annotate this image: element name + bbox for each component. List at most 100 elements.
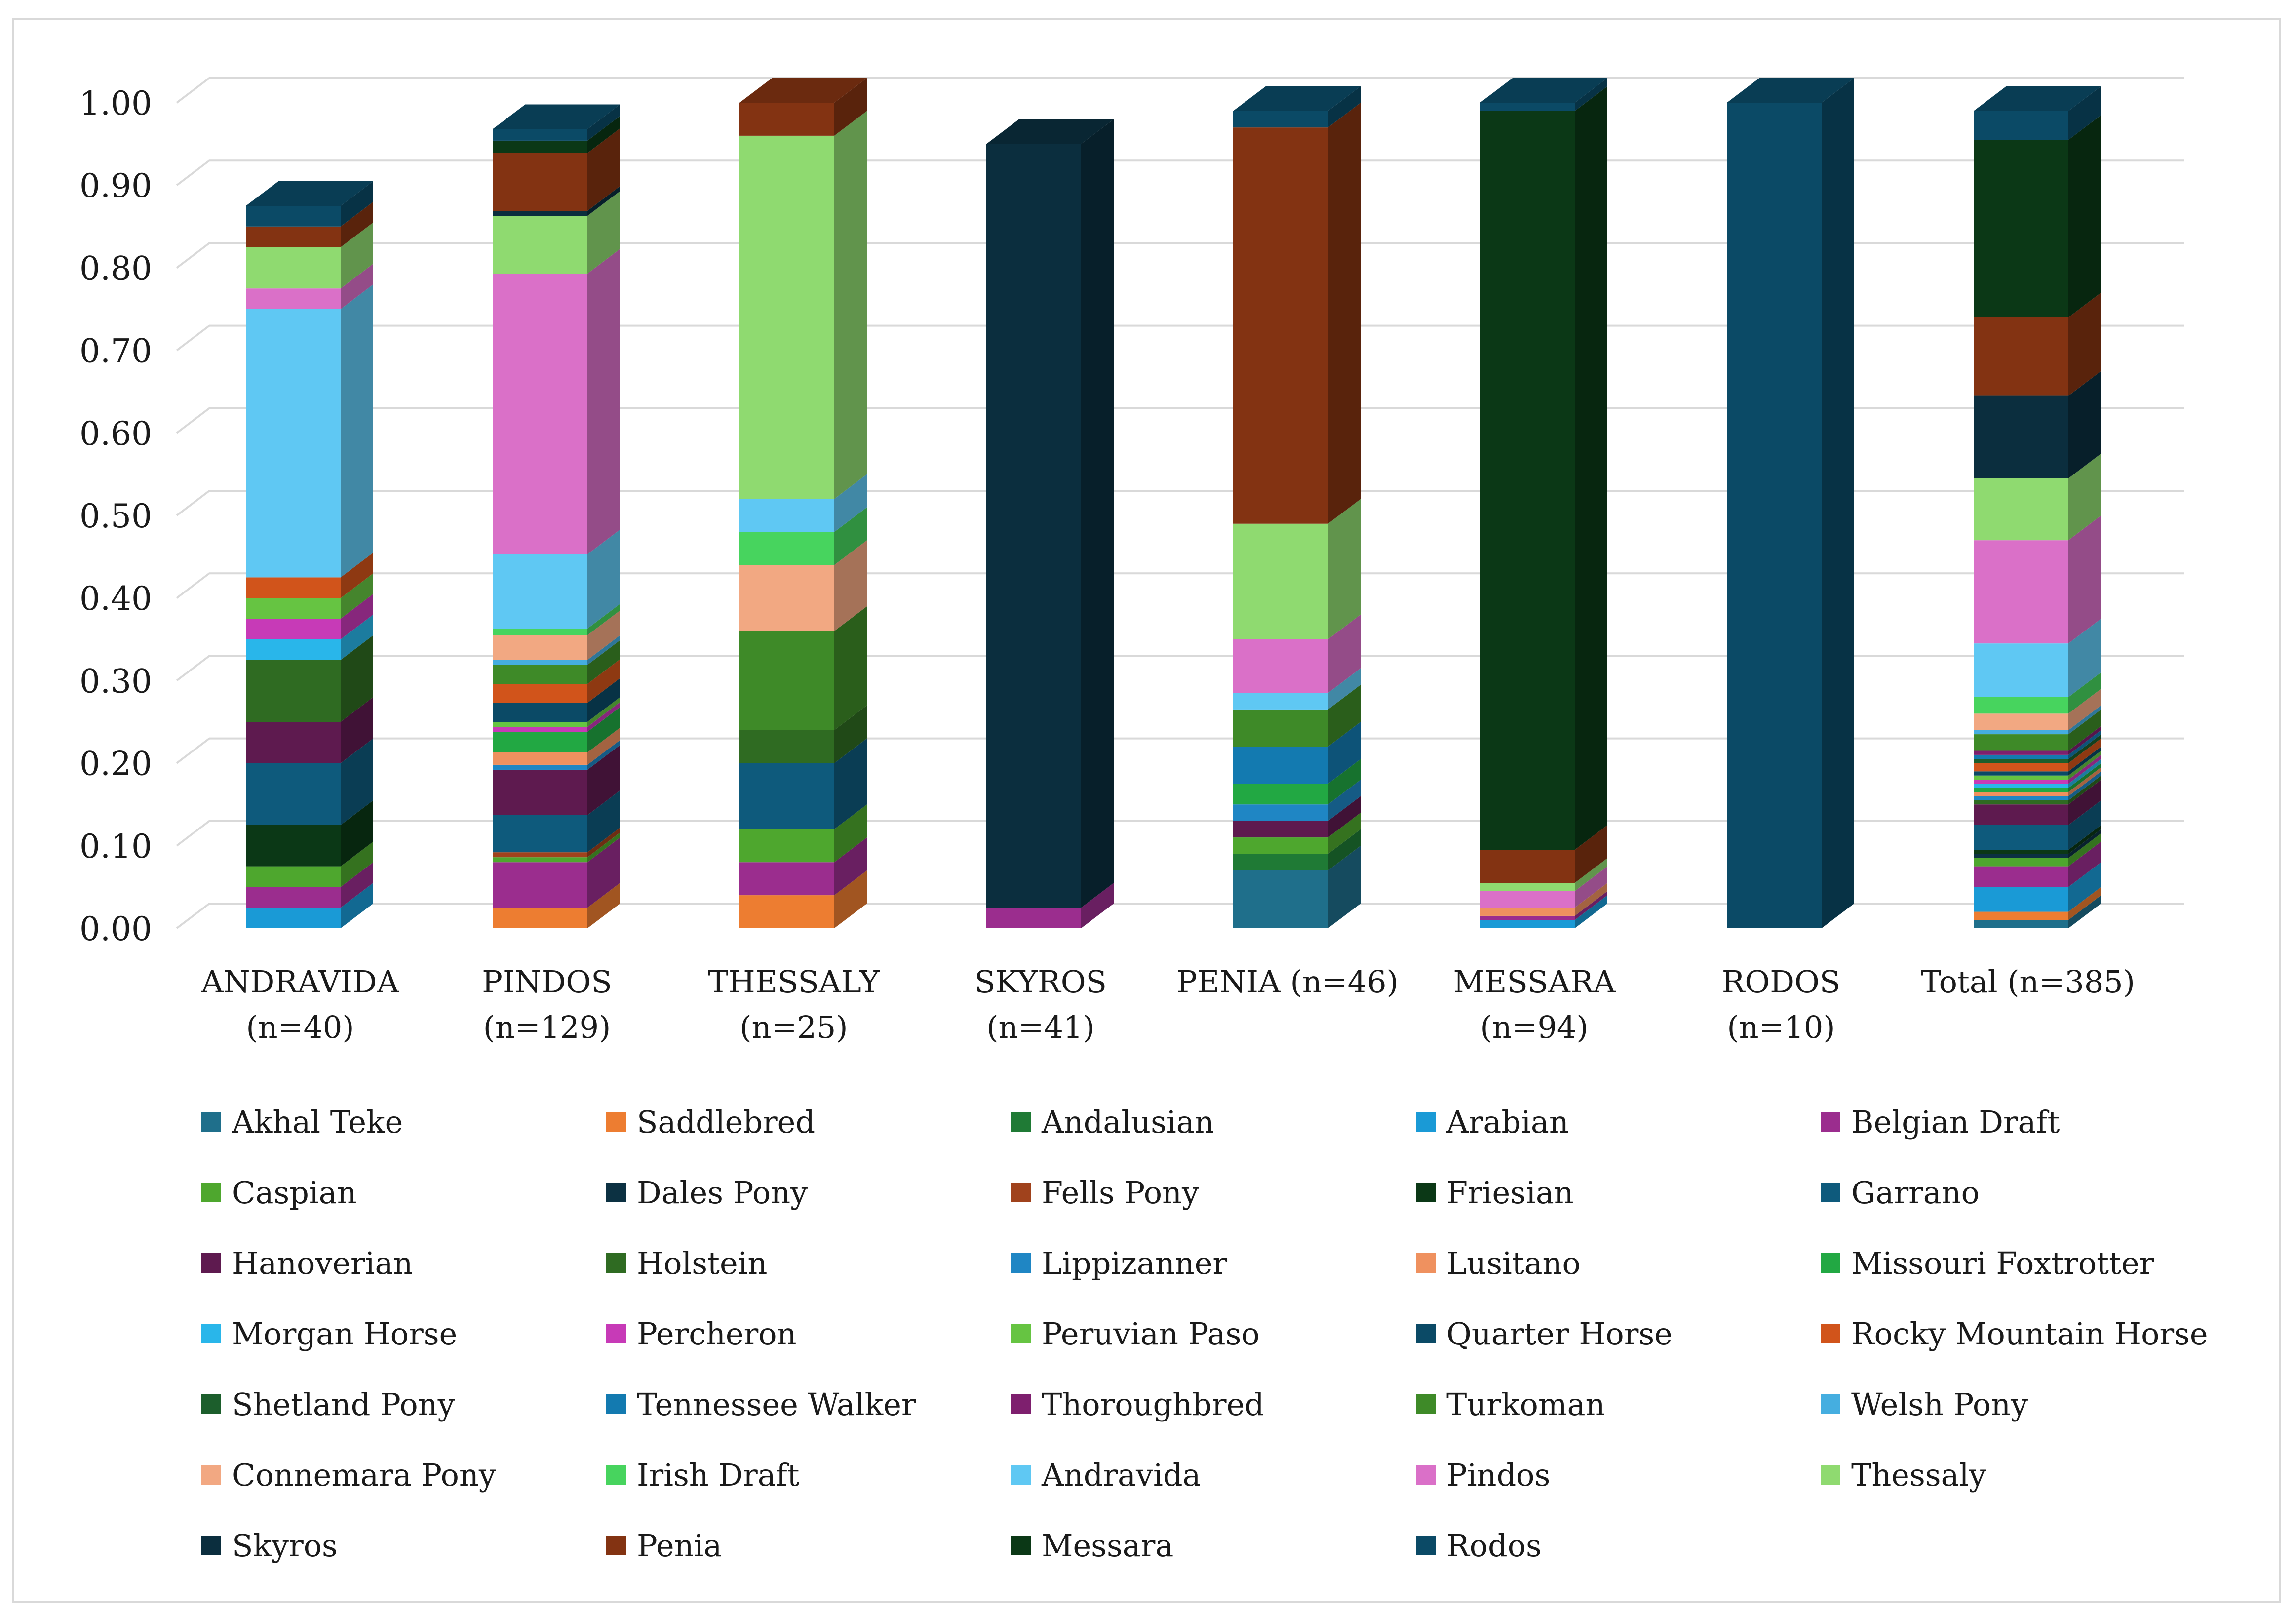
legend-label: Morgan Horse xyxy=(232,1316,457,1352)
gridline xyxy=(176,242,2184,269)
bar-segment: Holstein: 0.075 xyxy=(246,635,373,722)
legend-item: Saddlebred xyxy=(606,1104,815,1140)
gridline xyxy=(176,490,2184,516)
bar-stack: Arabian: 0.01Belgian Draft: 0.005Lusitan… xyxy=(1480,78,1607,928)
bar-segment: Skyros: 0.006 xyxy=(493,186,620,216)
legend-swatch xyxy=(1821,1465,1840,1485)
bar-segment-side xyxy=(341,264,373,309)
legend-swatch xyxy=(201,1112,221,1132)
bar-segment-side xyxy=(587,837,620,908)
legend-swatch xyxy=(606,1465,626,1485)
bar-segment-side xyxy=(2068,515,2101,644)
bar-segment: Peruvian Paso: 0.025 xyxy=(246,573,373,619)
bar-segment: Hanoverian: 0.05 xyxy=(246,697,373,763)
x-category-label: ANDRAVIDA (n=40) xyxy=(201,964,400,1045)
bar-segment-front xyxy=(246,763,341,825)
bar-segment-side xyxy=(2068,780,2101,825)
bar-stack: Akhal Teke: 0.07Andalusian: 0.02Caspian:… xyxy=(1233,86,1361,928)
legend-swatch xyxy=(201,1253,221,1273)
bar-segment: Caspian: 0.025 xyxy=(246,841,373,887)
legend-swatch xyxy=(606,1253,626,1273)
bar-segment-side xyxy=(1575,858,1607,891)
bar-segment: Shetland Pony: 0.005 xyxy=(1974,734,2101,763)
bar-segment-front xyxy=(1974,734,2068,751)
bar-segment: Andravida: 0.04 xyxy=(739,474,867,532)
bar-segment: Arabian: 0.01 xyxy=(1480,895,1607,928)
bar-segment-front xyxy=(246,866,341,887)
legend-label: Friesian xyxy=(1446,1175,1574,1211)
bar-segment-side xyxy=(834,540,867,631)
bar-segment-side xyxy=(341,800,373,867)
bar-segment-side xyxy=(2068,759,2101,788)
legend-item: Akhal Teke xyxy=(201,1104,403,1140)
legend-label: Holstein xyxy=(637,1245,767,1281)
legend-swatch xyxy=(1821,1183,1840,1202)
bar-segment-side xyxy=(2068,841,2101,887)
bar-segment: Belgian Draft: 0.025 xyxy=(986,883,1114,928)
bar-segment-front xyxy=(1480,111,1575,850)
bar-segment-front xyxy=(1974,854,2068,858)
legend-swatch xyxy=(1011,1536,1031,1555)
bar-segment: Rodos: 0.025 xyxy=(246,181,373,227)
bar-segment-side xyxy=(1575,895,1607,928)
bar-segment-front xyxy=(246,619,341,639)
bar-segment: Pindos: 0.025 xyxy=(246,264,373,309)
legend-swatch xyxy=(1011,1465,1031,1485)
bar-segment: Irish Draft: 0.008 xyxy=(493,604,620,635)
bar-segment-front xyxy=(246,577,341,598)
bar-segment-front xyxy=(1480,850,1575,883)
bar-segment-front xyxy=(1233,747,1328,784)
legend-label: Messara xyxy=(1042,1528,1173,1564)
legend-label: Thessaly xyxy=(1851,1457,1986,1493)
bar-segment-front xyxy=(739,499,834,532)
bar-segment-front xyxy=(246,887,341,908)
bar-segment-front xyxy=(1974,866,2068,887)
bar-stack: Arabian: 0.025Belgian Draft: 0.025Caspia… xyxy=(246,181,373,928)
bar-segment-front xyxy=(1974,750,2068,755)
bar-segment: Andravida: 0.09 xyxy=(493,529,620,629)
legend-item: Thoroughbred xyxy=(1011,1386,1264,1422)
bar-segment: Rocky Mountain Horse: 0.01 xyxy=(1974,738,2101,772)
legend-swatch xyxy=(1416,1183,1436,1202)
bar-segment: Lippizanner: 0.02 xyxy=(1233,780,1361,821)
bar-segment-side xyxy=(1328,780,1361,821)
bar-segment-front xyxy=(493,211,587,216)
bar-segment-front xyxy=(986,144,1081,908)
bar-segment: Belgian Draft: 0.005 xyxy=(1480,891,1607,920)
bar-segment: Garrano: 0.08 xyxy=(739,738,867,829)
bar-segment-side xyxy=(2068,730,2101,759)
bar-segment-side xyxy=(1328,829,1361,870)
legend-item: Lusitano xyxy=(1416,1245,1581,1281)
bar-segment-side xyxy=(341,697,373,763)
bar-segment: Saddlebred: 0.01 xyxy=(1974,887,2101,920)
bar-segment-side xyxy=(587,128,620,211)
bar-segment-side xyxy=(587,832,620,863)
bar-segment-side xyxy=(1081,883,1114,928)
bar-segment-side xyxy=(2068,895,2101,928)
x-category-label: RODOS (n=10) xyxy=(1722,964,1841,1045)
bar-segment: Andravida: 0.065 xyxy=(1974,619,2101,697)
bar-segment-side xyxy=(2068,833,2101,867)
bar-segment-side xyxy=(1081,119,1114,908)
bar-segment-front xyxy=(246,660,341,722)
legend-item: Peruvian Paso xyxy=(1011,1316,1260,1352)
gridline xyxy=(176,407,2184,434)
bar-segment: Tennessee Walker: 0.005 xyxy=(1974,730,2101,759)
bar-segment: Caspian: 0.02 xyxy=(1233,813,1361,854)
bar-segment: Thessaly: 0.44 xyxy=(739,111,867,499)
legend-label: Penia xyxy=(637,1528,722,1564)
bar-segment: Andalusian: 0.02 xyxy=(1233,829,1361,870)
legend-label: Andalusian xyxy=(1041,1104,1214,1140)
chart-frame: 0.00 0.10 0.20 0.30 0.40 0.50 0.60 0.70 0.80 0.90… xyxy=(12,18,2281,1603)
bar-segment: Tennessee Walker: 0.045 xyxy=(1233,722,1361,784)
legend-label: Tennessee Walker xyxy=(637,1386,916,1422)
bar-segment-front xyxy=(493,216,587,274)
legend-item: Penia xyxy=(606,1528,722,1564)
bar-segment: Friesian: 0.05 xyxy=(246,800,373,867)
bar-segment-front xyxy=(1974,771,2068,776)
bar-segment-side xyxy=(2068,705,2101,735)
bar-segment-front xyxy=(1233,804,1328,821)
y-tick-label: 1.00 xyxy=(79,84,152,122)
bar-segment-side xyxy=(587,186,620,216)
bar-segment-side xyxy=(1328,499,1361,639)
